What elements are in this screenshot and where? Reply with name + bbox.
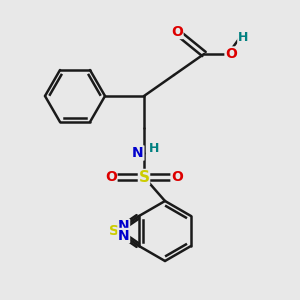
Text: O: O (105, 170, 117, 184)
Text: O: O (171, 25, 183, 38)
Text: N: N (118, 229, 130, 242)
Text: H: H (238, 31, 248, 44)
Text: H: H (149, 142, 160, 155)
Text: N: N (132, 146, 144, 160)
Text: O: O (171, 170, 183, 184)
Text: O: O (225, 47, 237, 61)
Text: S: S (109, 224, 118, 238)
Text: N: N (118, 220, 130, 233)
Text: S: S (139, 169, 149, 184)
